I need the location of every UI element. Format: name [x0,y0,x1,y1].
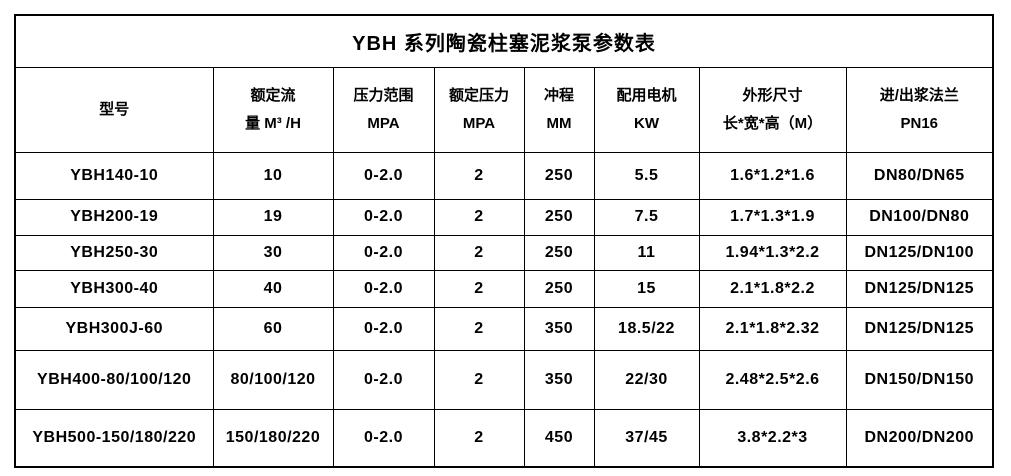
column-header-stroke-line: MM [546,114,572,132]
table-cell-stroke: 250 [523,234,595,271]
column-header-overall-size-line: 外形尺寸 [742,86,803,104]
column-header-rated-pressure-line: 额定压力 [448,86,509,104]
table-cell-matched-motor: 22/30 [593,349,700,410]
column-header-overall-size: 外形尺寸长*宽*高（M） [698,66,847,153]
table-title: YBH 系列陶瓷柱塞泥浆泵参数表 [14,14,994,68]
table-cell-inlet-outlet-flange: DN125/DN125 [845,269,994,308]
column-header-inlet-outlet-flange-line: 进/出浆法兰 [879,86,959,104]
table-cell-model: YBH500-150/180/220 [14,408,214,468]
table-body: YBH140-10 10 0-2.0 2 250 5.5 1.6*1.2*1.6 DN80/D… [14,151,994,468]
table-cell-rated-flow: 150/180/220 [212,408,334,468]
table-cell-matched-motor: 37/45 [593,408,700,468]
table-cell-matched-motor: 15 [593,269,700,308]
column-header-rated-pressure: 额定压力 MPA [433,66,525,153]
table-cell-model: YBH400-80/100/120 [14,349,214,410]
table-cell-rated-flow: 60 [212,306,334,351]
table-cell-rated-pressure: 2 [433,234,525,271]
column-header-matched-motor-line: KW [634,114,659,132]
column-header-overall-size-line: 长*宽*高（M） [722,114,823,132]
table-row: YBH140-10 10 0-2.0 2 250 5.5 1.6*1.2*1.6 DN80/D… [14,151,994,200]
column-header-model: 型号 [14,66,214,153]
table-cell-pressure-range: 0-2.0 [332,349,435,410]
column-header-pressure-range-line: 压力范围 [353,86,414,104]
table-cell-rated-pressure: 2 [433,349,525,410]
table-cell-rated-pressure: 2 [433,269,525,308]
table-cell-rated-flow: 30 [212,234,334,271]
table-cell-stroke: 250 [523,269,595,308]
table-cell-matched-motor: 7.5 [593,198,700,236]
column-header-inlet-outlet-flange-line: PN16 [900,114,939,132]
column-header-inlet-outlet-flange: 进/出浆法兰 PN16 [845,66,994,153]
table-title-row: YBH 系列陶瓷柱塞泥浆泵参数表 [14,14,994,68]
table-row: YBH200-19 19 0-2.0 2 250 7.5 1.7*1.3*1.9 DN100/… [14,198,994,236]
table-cell-stroke: 350 [523,349,595,410]
table-cell-inlet-outlet-flange: DN80/DN65 [845,151,994,200]
table-cell-stroke: 350 [523,306,595,351]
table-cell-overall-size: 1.94*1.3*2.2 [698,234,847,271]
column-header-rated-flow-line: 量 M³ /H [245,114,301,132]
table-cell-rated-pressure: 2 [433,408,525,468]
table-row: YBH300J-60 60 0-2.0 2 350 18.5/22 2.1*1.8*2.32… [14,306,994,351]
table-row: YBH400-80/100/120 80/100/120 0-2.0 2 350 22/3… [14,349,994,410]
table-cell-stroke: 250 [523,198,595,236]
table-cell-rated-flow: 19 [212,198,334,236]
column-header-stroke-line: 冲程 [543,86,574,104]
table-row: YBH500-150/180/220 150/180/220 0-2.0 2 450 37… [14,408,994,468]
table-cell-matched-motor: 11 [593,234,700,271]
column-header-rated-pressure-line: MPA [462,114,496,132]
table-cell-pressure-range: 0-2.0 [332,306,435,351]
table-cell-inlet-outlet-flange: DN125/DN125 [845,306,994,351]
table-cell-overall-size: 3.8*2.2*3 [698,408,847,468]
table-cell-overall-size: 1.7*1.3*1.9 [698,198,847,236]
table-cell-inlet-outlet-flange: DN200/DN200 [845,408,994,468]
table-cell-inlet-outlet-flange: DN125/DN100 [845,234,994,271]
table-cell-model: YBH300J-60 [14,306,214,351]
table-cell-pressure-range: 0-2.0 [332,198,435,236]
table-cell-overall-size: 1.6*1.2*1.6 [698,151,847,200]
table-cell-matched-motor: 5.5 [593,151,700,200]
table-cell-model: YBH250-30 [14,234,214,271]
table-cell-model: YBH300-40 [14,269,214,308]
column-header-model-line: 型号 [99,100,130,118]
table-cell-matched-motor: 18.5/22 [593,306,700,351]
table-cell-rated-flow: 80/100/120 [212,349,334,410]
column-header-matched-motor-line: 配用电机 [616,86,677,104]
column-header-rated-flow-line: 额定流 [250,86,296,104]
table-cell-inlet-outlet-flange: DN150/DN150 [845,349,994,410]
table-cell-rated-pressure: 2 [433,151,525,200]
table-cell-overall-size: 2.1*1.8*2.32 [698,306,847,351]
table-cell-model: YBH140-10 [14,151,214,200]
table-cell-pressure-range: 0-2.0 [332,269,435,308]
table-cell-rated-flow: 40 [212,269,334,308]
table-cell-rated-flow: 10 [212,151,334,200]
table-header-row: 型号 额定流量 M³ /H 压力范围 MPA 额定压力 MPA 冲程 MM 配用电机 KW 外形尺寸… [14,66,994,153]
table-cell-pressure-range: 0-2.0 [332,408,435,468]
pump-spec-table: YBH 系列陶瓷柱塞泥浆泵参数表 型号 额定流量 M³ /H 压力范围 MPA 额定压力… [14,14,995,468]
column-header-stroke: 冲程 MM [523,66,595,153]
table-row: YBH300-40 40 0-2.0 2 250 15 2.1*1.8*2.2 DN125/D… [14,269,994,308]
column-header-pressure-range-line: MPA [367,114,400,132]
table-cell-pressure-range: 0-2.0 [332,151,435,200]
table-cell-overall-size: 2.1*1.8*2.2 [698,269,847,308]
column-header-matched-motor: 配用电机 KW [593,66,700,153]
table-cell-overall-size: 2.48*2.5*2.6 [698,349,847,410]
column-header-rated-flow: 额定流量 M³ /H [212,66,334,153]
table-cell-rated-pressure: 2 [433,198,525,236]
table-cell-stroke: 450 [523,408,595,468]
column-header-pressure-range: 压力范围 MPA [332,66,435,153]
table-cell-stroke: 250 [523,151,595,200]
table-cell-rated-pressure: 2 [433,306,525,351]
table-cell-inlet-outlet-flange: DN100/DN80 [845,198,994,236]
table-cell-pressure-range: 0-2.0 [332,234,435,271]
table-cell-model: YBH200-19 [14,198,214,236]
table-row: YBH250-30 30 0-2.0 2 250 11 1.94*1.3*2.2 DN125/… [14,234,994,271]
